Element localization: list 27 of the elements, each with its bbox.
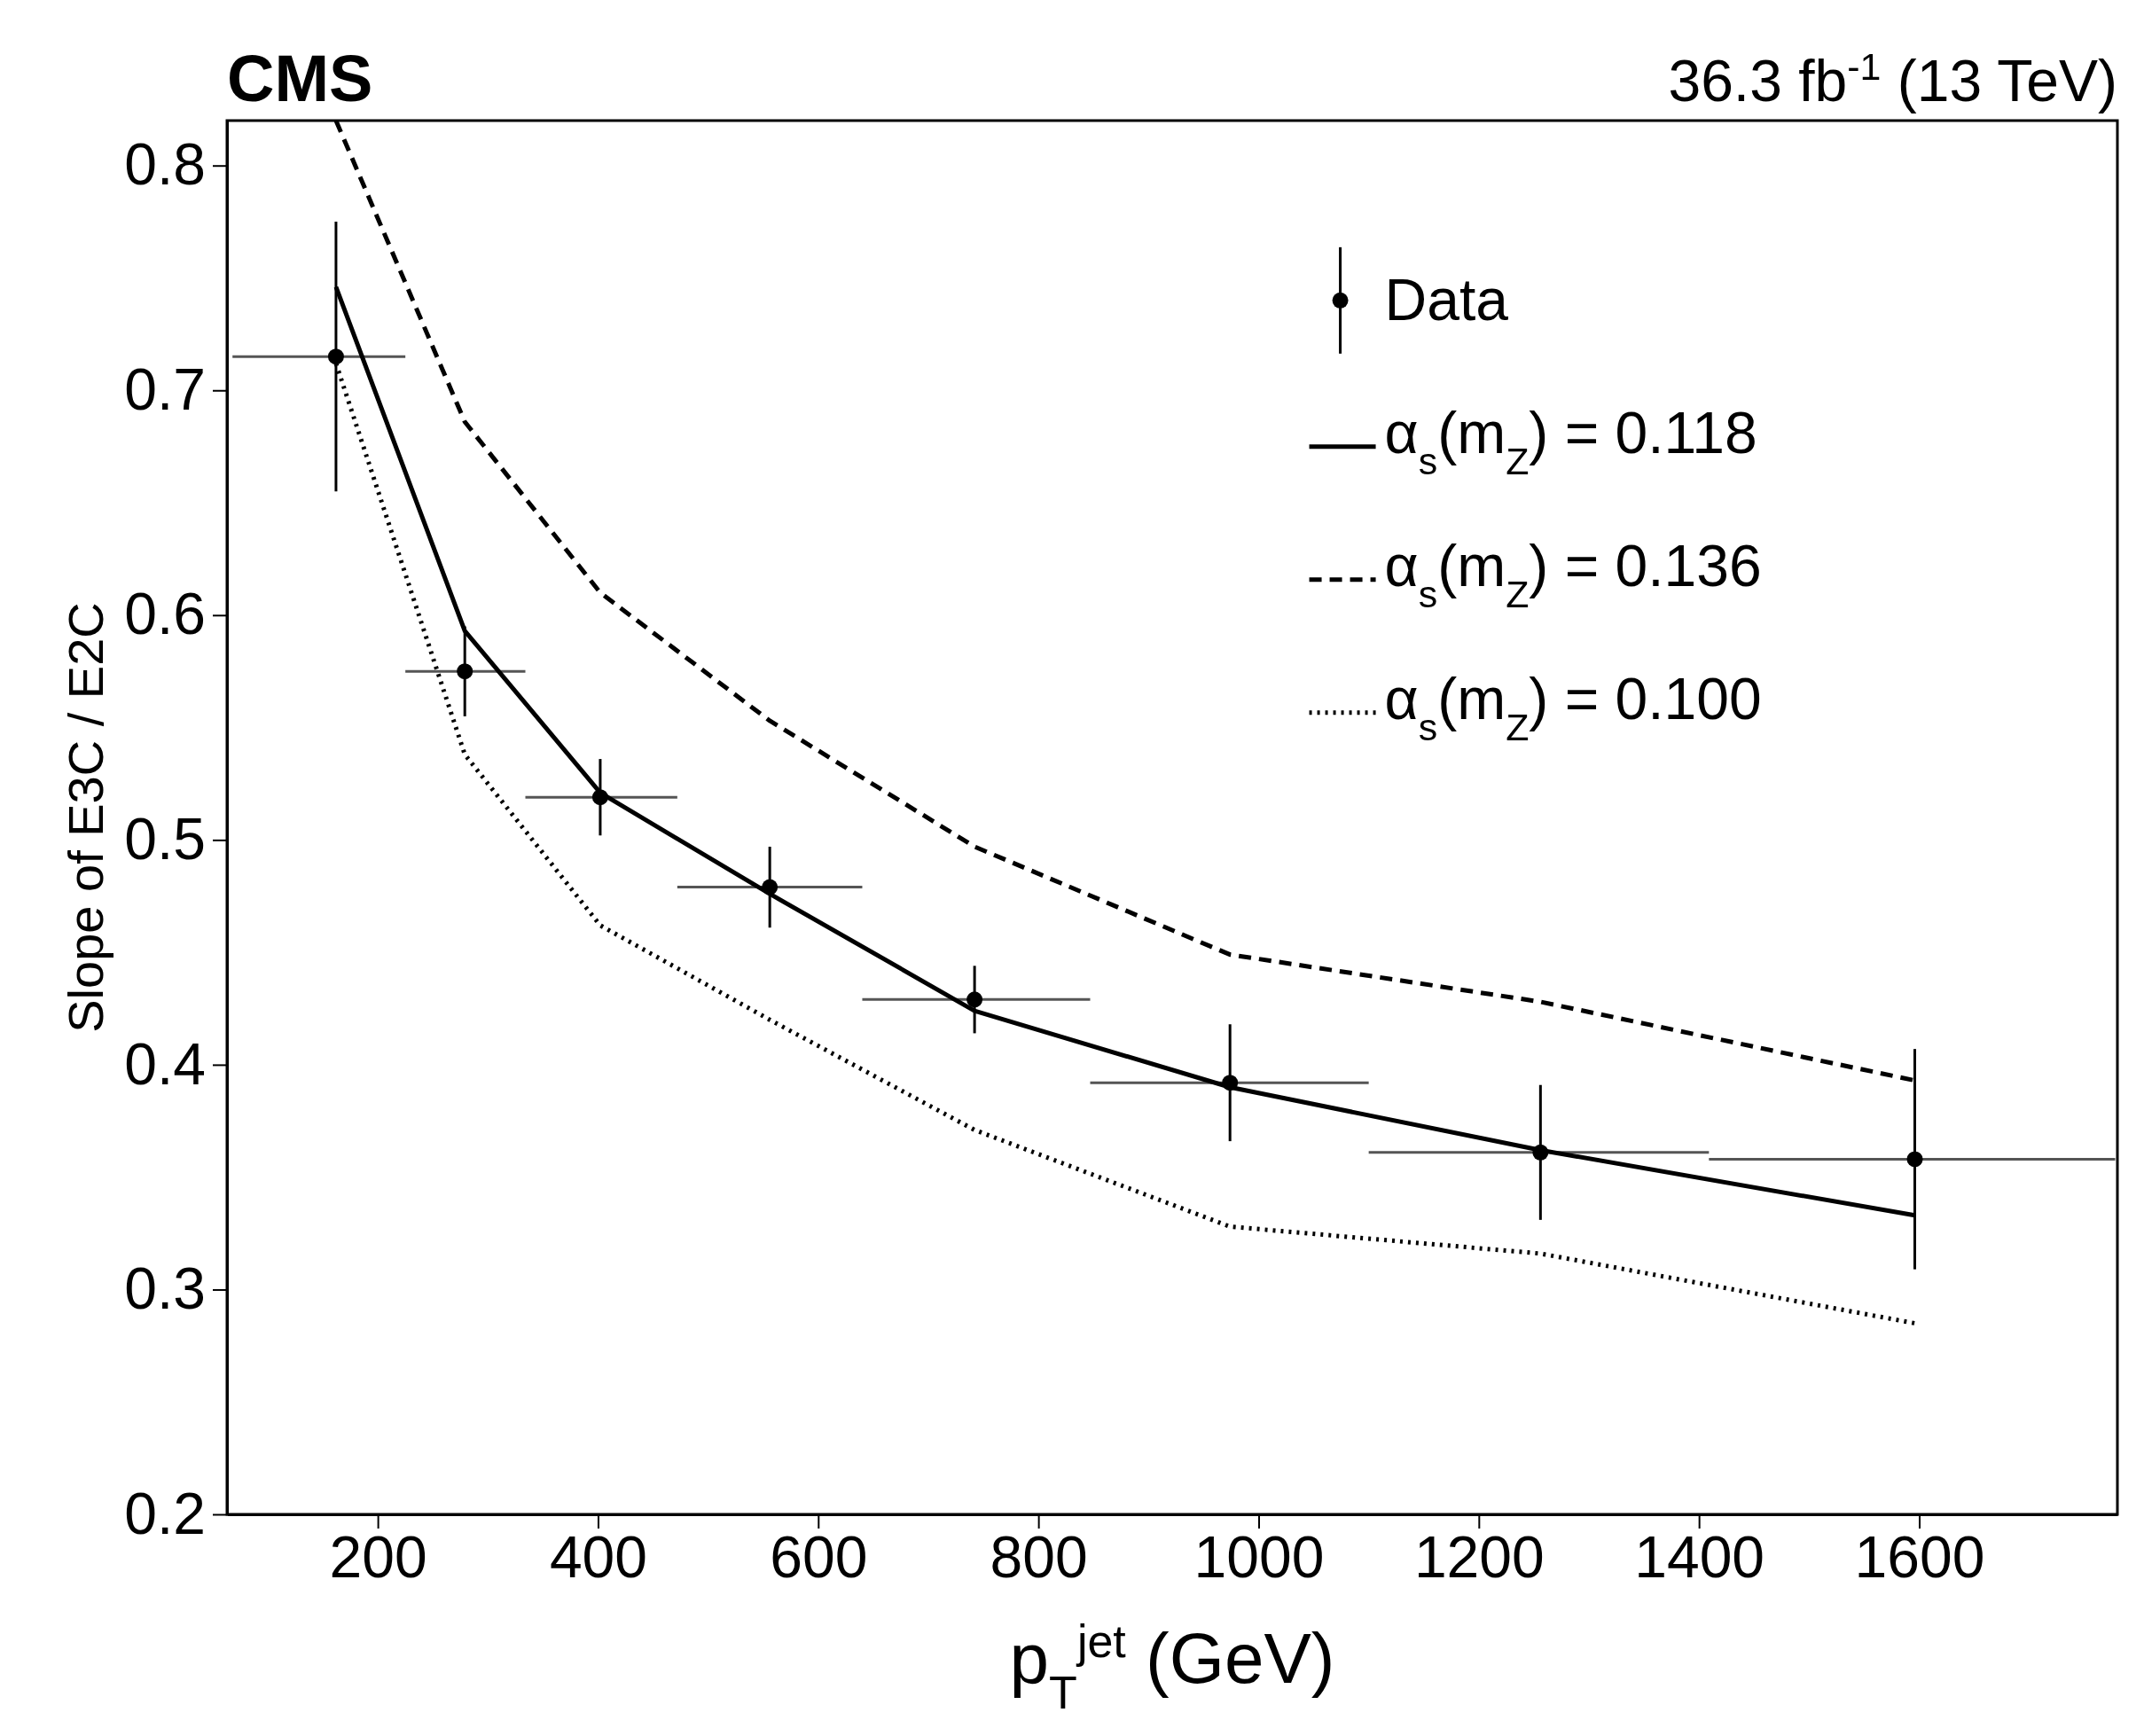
point — [966, 991, 983, 1008]
legend-label: α$_{s}$(m$_{Z}$) = 0.136 — [1384, 532, 1762, 615]
y-tick-label: 0.6 — [124, 581, 206, 647]
legend-label: Data — [1384, 266, 1509, 332]
x-tick-label: 400 — [549, 1523, 648, 1590]
x-tick-label: 1000 — [1193, 1523, 1325, 1590]
point — [1906, 1151, 1923, 1168]
chart-subtitle: 36.3 fb$^{-1}$ (13 TeV) — [1668, 45, 2117, 113]
y-tick-label: 0.3 — [124, 1255, 206, 1322]
y-axis-title: Slope of E3C / E2C — [58, 602, 113, 1033]
legend-label: α$_{s}$(m$_{Z}$) = 0.118 — [1384, 399, 1757, 482]
x-tick-label: 1600 — [1854, 1523, 1985, 1590]
y-tick-label: 0.7 — [124, 356, 206, 422]
x-axis-title: p$_{T}$$^{jet}$ (GeV) — [1009, 1615, 1335, 1718]
x-tick-label: 1400 — [1634, 1523, 1765, 1590]
x-tick-label: 1200 — [1413, 1523, 1545, 1590]
y-tick-label: 0.4 — [124, 1030, 206, 1097]
x-tick-label: 200 — [329, 1523, 427, 1590]
legend-label: α$_{s}$(m$_{Z}$) = 0.100 — [1384, 665, 1762, 748]
y-tick-label: 0.8 — [124, 131, 206, 198]
point — [327, 348, 344, 365]
x-tick-label: 600 — [770, 1523, 868, 1590]
x-tick-label: 800 — [990, 1523, 1088, 1590]
y-tick-label: 0.5 — [124, 805, 206, 872]
y-tick-label: 0.2 — [124, 1480, 206, 1546]
point — [457, 663, 473, 680]
chart-title: CMS — [227, 42, 373, 115]
